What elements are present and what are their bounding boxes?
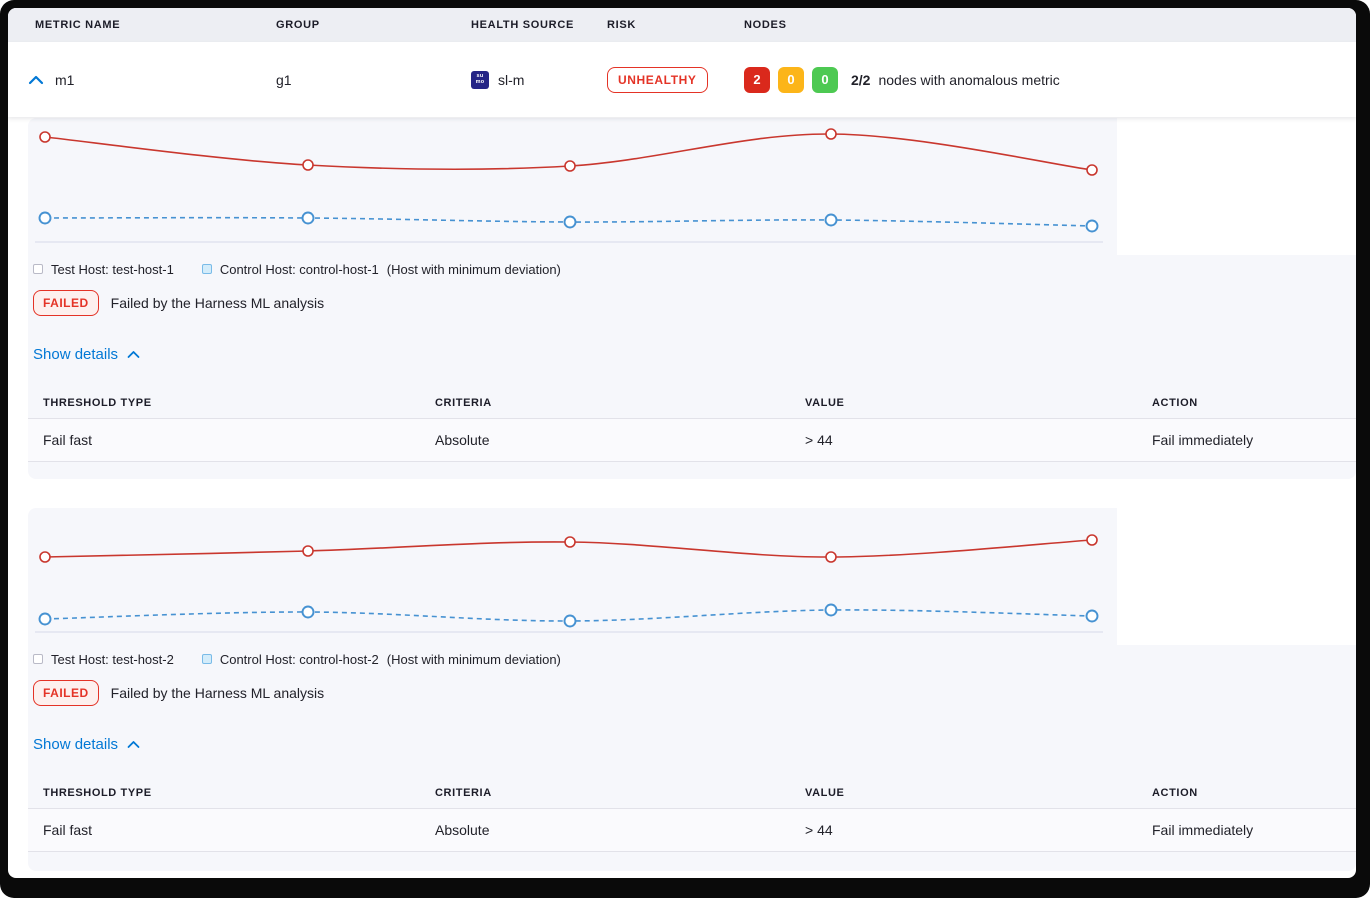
minimum-deviation-note: (Host with minimum deviation) [386, 261, 561, 277]
host-analysis-panel-1: Test Host: test-host-1 Control Host: con… [28, 118, 1356, 479]
host-analysis-panel-2: Test Host: test-host-2 Control Host: con… [28, 508, 1356, 871]
analysis-status-message: Failed by the Harness ML analysis [110, 295, 325, 311]
chart-side-spacer [1117, 118, 1356, 255]
node-count-green-badge: 0 [812, 66, 838, 93]
metric-timeseries-chart-1[interactable] [28, 118, 1356, 255]
metric-name-value: m1 [55, 71, 75, 88]
show-details-toggle[interactable]: Show details [33, 346, 140, 363]
legend-item-control-host[interactable]: Control Host: control-host-2 [201, 651, 379, 667]
control-host-label: Control Host: control-host-1 [219, 261, 379, 277]
control-host-label: Control Host: control-host-2 [219, 651, 379, 667]
legend-item-test-host[interactable]: Test Host: test-host-1 [33, 262, 174, 277]
threshold-type-value: Fail fast [43, 822, 93, 838]
chevron-up-icon [127, 741, 140, 748]
table-column-header-bar: METRIC NAME GROUP HEALTH SOURCE RISK NOD… [8, 8, 1356, 42]
threshold-table-header: THRESHOLD TYPE CRITERIA VALUE ACTION [28, 387, 1356, 419]
analysis-status-row: FAILED Failed by the Harness ML analysis [33, 290, 1356, 316]
threshold-table: THRESHOLD TYPE CRITERIA VALUE ACTION Fai… [28, 777, 1356, 852]
test-host-label: Test Host: test-host-1 [51, 261, 174, 277]
test-host-swatch-icon [33, 264, 43, 274]
chevron-up-icon [127, 351, 140, 358]
metric-timeseries-chart-2[interactable] [28, 508, 1356, 645]
value-value: > 44 [805, 822, 833, 838]
health-source-cell: su mo sl-m [471, 70, 607, 89]
criteria-value: Absolute [435, 822, 490, 838]
failed-badge: FAILED [33, 290, 99, 316]
analysis-status-message: Failed by the Harness ML analysis [110, 685, 325, 701]
minimum-deviation-note: (Host with minimum deviation) [386, 651, 561, 667]
action-value: Fail immediately [1152, 822, 1254, 838]
threshold-table-header: THRESHOLD TYPE CRITERIA VALUE ACTION [28, 777, 1356, 809]
column-header-group: GROUP [276, 19, 320, 31]
column-header-risk: RISK [607, 19, 637, 31]
failed-badge: FAILED [33, 680, 99, 706]
action-value: Fail immediately [1152, 432, 1254, 448]
column-header-health-source: HEALTH SOURCE [471, 19, 575, 31]
group-value: g1 [276, 71, 292, 88]
test-host-label: Test Host: test-host-2 [51, 651, 174, 667]
chart-legend-2: Test Host: test-host-2 Control Host: con… [33, 651, 1356, 667]
risk-cell: UNHEALTHY [607, 66, 744, 93]
metric-name-cell: m1 [28, 72, 276, 88]
node-count-red-badge: 2 [744, 66, 770, 93]
threshold-type-value: Fail fast [43, 432, 93, 448]
threshold-table-row: Fail fast Absolute > 44 Fail immediately [28, 809, 1356, 852]
criteria-value: Absolute [435, 432, 490, 448]
metric-row[interactable]: m1 g1 su mo sl-m UNHEALTHY 2 0 0 2/2 nod… [8, 42, 1356, 117]
column-header-nodes: NODES [744, 19, 787, 31]
risk-status-badge: UNHEALTHY [607, 66, 708, 93]
collapse-chevron-icon[interactable] [28, 74, 44, 86]
chart-side-spacer [1117, 508, 1356, 645]
nodes-cell: 2 0 0 2/2 nodes with anomalous metric [744, 66, 1356, 93]
metrics-analysis-window: METRIC NAME GROUP HEALTH SOURCE RISK NOD… [8, 8, 1356, 878]
node-anomalous-label: nodes with anomalous metric [878, 71, 1060, 88]
legend-item-control-host[interactable]: Control Host: control-host-1 [201, 261, 379, 277]
health-source-value: sl-m [498, 71, 525, 88]
control-host-swatch-icon [201, 654, 212, 664]
legend-item-test-host[interactable]: Test Host: test-host-2 [33, 652, 174, 667]
value-value: > 44 [805, 432, 833, 448]
node-count-amber-badge: 0 [778, 66, 804, 93]
analysis-status-row: FAILED Failed by the Harness ML analysis [33, 680, 1356, 706]
sumo-logic-icon: su mo [471, 70, 489, 89]
node-ratio: 2/2 [851, 71, 871, 88]
threshold-table: THRESHOLD TYPE CRITERIA VALUE ACTION Fai… [28, 387, 1356, 462]
column-header-metric-name: METRIC NAME [35, 19, 121, 31]
control-host-swatch-icon [201, 264, 212, 274]
show-details-toggle[interactable]: Show details [33, 736, 140, 753]
test-host-swatch-icon [33, 654, 43, 664]
chart-legend-1: Test Host: test-host-1 Control Host: con… [33, 261, 1356, 277]
threshold-table-row: Fail fast Absolute > 44 Fail immediately [28, 419, 1356, 462]
